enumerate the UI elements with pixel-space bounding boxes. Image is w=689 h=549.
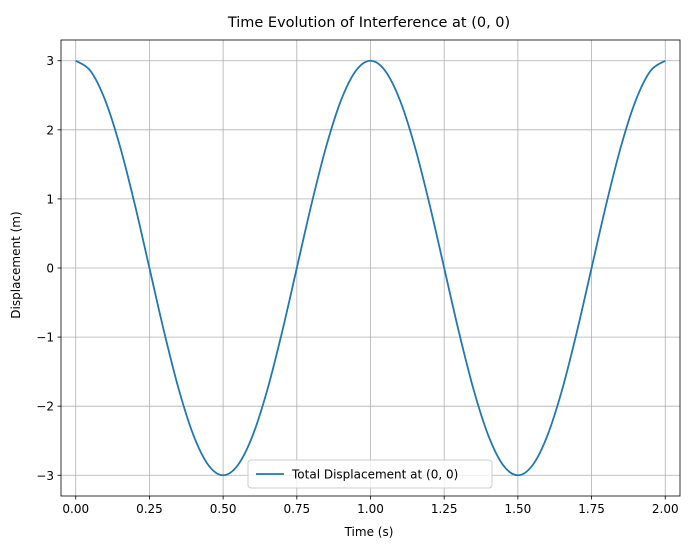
y-tick-label: 1	[46, 192, 54, 206]
x-tick-label: 0.50	[210, 502, 237, 516]
series-line-0	[75, 59, 666, 477]
grid	[61, 40, 680, 496]
legend-label: Total Displacement at (0, 0)	[291, 468, 458, 482]
y-tick-label: −2	[36, 400, 54, 414]
x-tick-label: 0.00	[62, 502, 89, 516]
y-axis-label: Displacement (m)	[9, 211, 23, 318]
y-tick-label: −3	[36, 469, 54, 483]
x-tick-label: 1.75	[578, 502, 605, 516]
x-tick-label: 0.75	[283, 502, 310, 516]
x-axis-label: Time (s)	[344, 525, 394, 539]
x-tick-label: 1.00	[357, 502, 384, 516]
y-ticks: −3 −2 −1 0 1 2 3	[36, 54, 61, 483]
chart-title: Time Evolution of Interference at (0, 0)	[227, 15, 510, 31]
x-ticks: 0.00 0.25 0.50 0.75 1.00 1.25 1.50 1.75 2.00	[62, 496, 679, 516]
x-tick-label: 1.25	[431, 502, 458, 516]
series-layer	[75, 59, 666, 477]
y-tick-label: 0	[46, 262, 54, 276]
legend: Total Displacement at (0, 0)	[247, 459, 493, 489]
x-tick-label: 2.00	[652, 502, 679, 516]
y-tick-label: 2	[46, 123, 54, 137]
y-tick-label: −1	[36, 331, 54, 345]
y-tick-label: 3	[46, 54, 54, 68]
x-tick-label: 1.50	[505, 502, 532, 516]
x-tick-label: 0.25	[136, 502, 163, 516]
legend-box	[247, 459, 493, 489]
